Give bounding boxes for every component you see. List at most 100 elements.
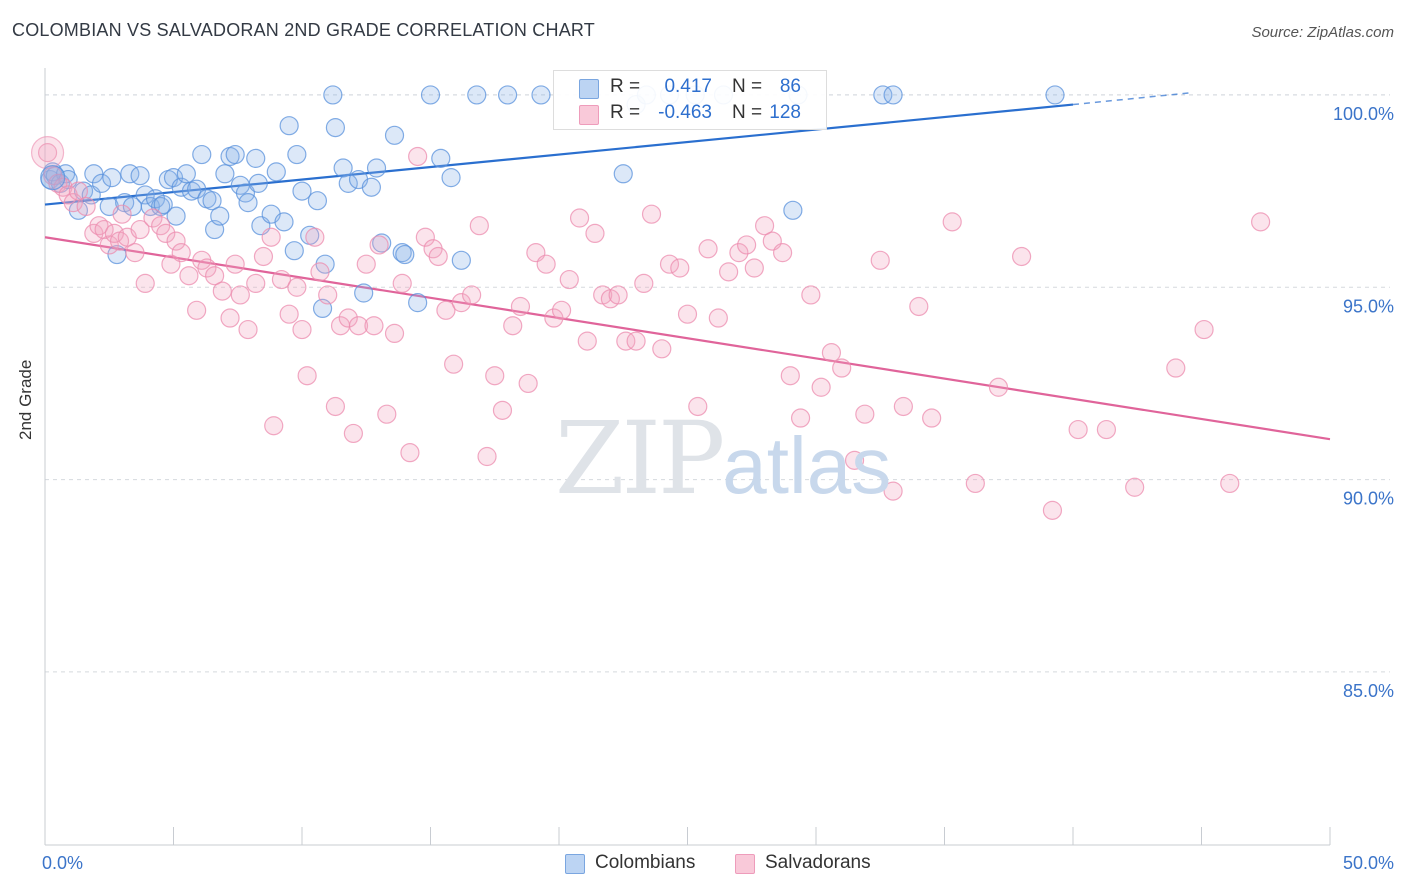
colombian-point xyxy=(192,144,212,165)
salvadoran-point xyxy=(790,408,811,428)
salvadoran-point xyxy=(708,308,728,328)
legend-swatch-salvadorans xyxy=(735,854,755,874)
colombian-point xyxy=(366,158,387,178)
salvadoran-point xyxy=(569,208,590,228)
legend-n-value: 128 xyxy=(769,102,801,123)
colombian-point xyxy=(531,85,551,105)
legend-label-colombians: Colombians xyxy=(595,852,696,873)
colombian-point xyxy=(163,168,184,188)
salvadoran-point xyxy=(63,193,83,213)
salvadoran-point xyxy=(364,316,384,336)
salvadoran-point xyxy=(392,273,412,294)
colombian-point xyxy=(102,168,122,188)
salvadoran-point xyxy=(544,308,564,328)
salvadoran-point xyxy=(130,219,150,240)
y-tick-label: 90.0% xyxy=(1343,489,1394,509)
legend-row-colombians: R = 0.417 N = 86 xyxy=(554,76,826,100)
salvadoran-point xyxy=(220,308,240,328)
salvadoran-point xyxy=(737,235,757,255)
colombian-point xyxy=(873,85,893,105)
salvadoran-point xyxy=(30,136,65,170)
salvadoran-point xyxy=(197,258,217,278)
salvadoran-point xyxy=(112,204,132,224)
colombian-point xyxy=(246,148,266,168)
colombian-point xyxy=(467,85,487,105)
salvadoran-point xyxy=(965,473,985,494)
colombian-point xyxy=(91,173,112,193)
y-tick-label: 85.0% xyxy=(1343,681,1394,701)
salvadoran-point xyxy=(626,331,646,351)
colombian-point xyxy=(325,118,346,138)
salvadoran-point xyxy=(230,285,250,305)
trend-lines xyxy=(44,92,1331,441)
salvadoran-point xyxy=(551,300,572,320)
legend-r-value: 0.417 xyxy=(664,76,712,97)
salvadoran-point xyxy=(253,246,274,267)
salvadoran-point xyxy=(143,208,163,228)
colombian-point xyxy=(307,191,328,211)
colombian-point xyxy=(40,165,66,191)
colombian-point xyxy=(613,164,633,184)
salvadoran-point xyxy=(1166,358,1186,378)
salvadoran-point xyxy=(356,254,376,274)
colombian-point xyxy=(431,148,451,168)
colombian-trend-extension xyxy=(1072,92,1189,106)
salvadoran-point xyxy=(719,262,739,282)
salvadoran-point xyxy=(99,235,119,255)
colombian-point xyxy=(202,191,222,211)
salvadoran-point xyxy=(677,304,698,324)
salvadoran-point xyxy=(318,285,338,305)
salvadoran-point xyxy=(212,281,232,301)
salvadoran-point xyxy=(477,446,497,467)
salvadoran-point xyxy=(76,196,96,217)
salvadoran-point xyxy=(408,146,428,167)
colombian-point xyxy=(1045,85,1065,105)
colombian-point xyxy=(187,179,207,199)
salvadoran-point xyxy=(264,416,284,436)
salvadoran-point xyxy=(384,323,405,344)
salvadoran-point xyxy=(444,354,464,374)
salvadoran-point xyxy=(659,254,680,274)
colombian-point xyxy=(166,206,186,226)
salvadoran-point xyxy=(187,300,207,320)
salvadoran-point xyxy=(1011,246,1032,267)
legend-r-label: R = xyxy=(610,76,641,97)
colombian-point xyxy=(284,241,304,261)
colombian-point xyxy=(338,173,358,193)
legend-r-label: R = xyxy=(610,102,641,123)
salvadoran-point xyxy=(469,216,489,236)
salvadoran-point xyxy=(585,223,605,244)
colombian-point xyxy=(451,250,471,270)
salvadoran-point xyxy=(462,285,482,305)
salvadoran-point xyxy=(801,285,821,305)
salvadoran-point xyxy=(1194,319,1214,340)
salvadoran-point xyxy=(1125,477,1145,497)
salvadoran-point xyxy=(279,304,299,324)
colombian-point xyxy=(361,177,381,197)
salvadoran-point xyxy=(688,396,708,417)
salvadoran-point xyxy=(338,308,358,328)
colombian-point xyxy=(153,194,173,215)
legend-swatch-salvadorans xyxy=(579,105,599,125)
y-axis-label: 2nd Grade xyxy=(16,359,35,440)
salvadoran-point xyxy=(369,235,389,255)
salvadoran-point xyxy=(94,219,114,240)
colombian-point xyxy=(287,144,307,165)
salvadoran-point xyxy=(844,450,865,470)
colombian-point xyxy=(279,116,299,136)
stats-legend: R = 0.417 N = 86 R = -0.463 N = 128 xyxy=(553,70,827,130)
y-tick-label: 95.0% xyxy=(1343,296,1394,316)
salvadoran-point xyxy=(922,408,942,428)
colombian-point xyxy=(135,185,155,205)
legend-n-label: N = xyxy=(732,76,763,97)
colombian-point xyxy=(248,173,268,193)
salvadoran-point xyxy=(1251,212,1271,232)
y-tick-label: 100.0% xyxy=(1333,104,1394,124)
x-tick-label: 0.0% xyxy=(42,853,83,873)
salvadoran-point xyxy=(608,285,628,305)
salvadoran-point xyxy=(400,443,420,463)
legend-n-value: 86 xyxy=(779,76,801,97)
legend-n-label: N = xyxy=(732,102,763,123)
salvadoran-point xyxy=(179,266,199,286)
salvadoran-point xyxy=(518,373,538,394)
